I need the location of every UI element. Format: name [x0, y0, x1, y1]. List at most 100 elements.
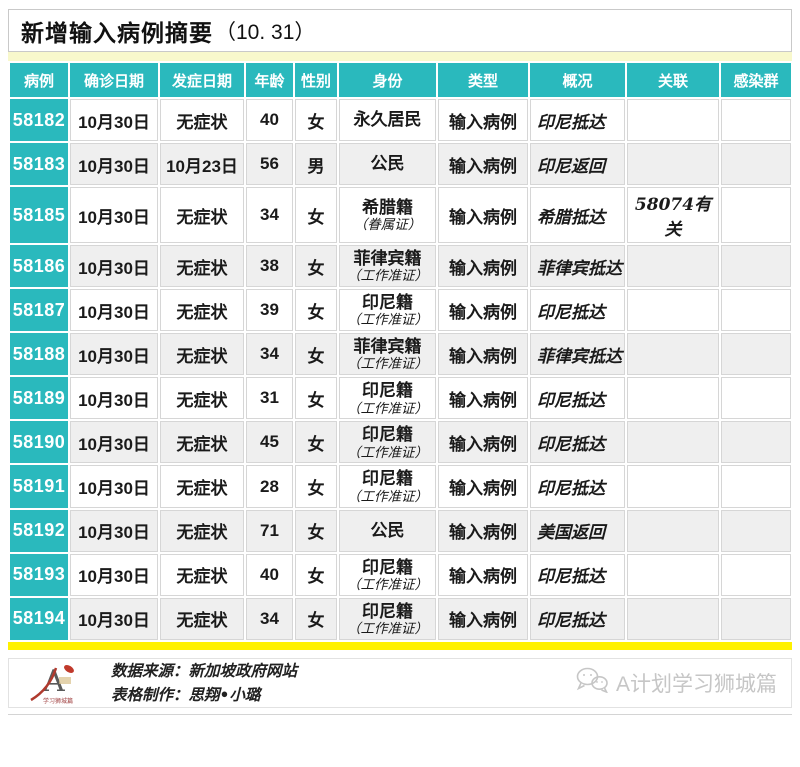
cell-age: 40 [246, 99, 293, 141]
cell-gender: 女 [295, 289, 337, 332]
cell-age: 34 [246, 187, 293, 243]
cell-case: 58186 [10, 245, 68, 288]
cell-case: 58191 [10, 465, 68, 508]
table-row: 58191 10月30日 无症状 28 女印尼籍 （工作准证） 输入病例 印尼抵达 [10, 465, 791, 508]
cell-age: 38 [246, 245, 293, 288]
logo-petal-icon [64, 664, 74, 673]
cell-cluster [721, 99, 791, 141]
cell-case: 58190 [10, 421, 68, 464]
cell-case: 58182 [10, 99, 68, 141]
cell-onset: 无症状 [160, 99, 244, 141]
cell-age: 28 [246, 465, 293, 508]
cell-summary: 菲律宾抵达 [530, 245, 625, 288]
cell-age: 56 [246, 143, 293, 185]
cell-age: 39 [246, 289, 293, 332]
cell-cluster [721, 333, 791, 376]
cell-type: 输入病例 [438, 553, 528, 596]
identity-main: 公民 [370, 154, 405, 174]
cell-case: 58192 [10, 509, 68, 552]
identity-main: 永久居民 [353, 110, 422, 130]
table-row: 58187 10月30日 无症状 39 女印尼籍 （工作准证） 输入病例 印尼抵达 [10, 289, 791, 332]
cell-confirmed: 10月30日 [70, 143, 158, 185]
column-header-age: 年龄 [246, 63, 293, 97]
bottom-divider-strip [8, 641, 792, 650]
cell-onset: 10月23日 [160, 143, 244, 185]
cell-cluster [721, 143, 791, 185]
cell-type: 输入病例 [438, 465, 528, 508]
cell-summary: 印尼返回 [530, 143, 625, 185]
cell-confirmed: 10月30日 [70, 377, 158, 420]
table-row: 58186 10月30日 无症状 38 女菲律宾籍 （工作准证） 输入病例 菲律宾抵达 [10, 245, 791, 288]
cell-related [627, 99, 719, 141]
table-row: 58188 10月30日 无症状 34 女菲律宾籍 （工作准证） 输入病例 菲律宾抵达 [10, 333, 791, 376]
cell-summary: 印尼抵达 [530, 99, 625, 141]
logo-letter: A [42, 664, 65, 699]
cell-related [627, 377, 719, 420]
cell-summary: 印尼抵达 [530, 465, 625, 508]
cell-identity: 希腊籍 （眷属证） [339, 187, 436, 243]
cell-type: 输入病例 [438, 421, 528, 464]
wechat-icon [575, 666, 609, 699]
cell-age: 45 [246, 421, 293, 464]
cell-cluster [721, 187, 791, 243]
cell-onset: 无症状 [160, 289, 244, 332]
cell-identity: 印尼籍 （工作准证） [339, 553, 436, 596]
cell-cluster [721, 289, 791, 332]
cell-related [627, 553, 719, 596]
identity-main: 菲律宾籍 [353, 337, 422, 357]
column-header-type: 类型 [438, 63, 528, 97]
identity-note: （工作准证） [347, 620, 428, 637]
column-header-cluster: 感染群 [721, 63, 791, 97]
top-divider-strip [8, 52, 792, 61]
column-header-case: 病例 [10, 63, 68, 97]
table-row: 58185 10月30日 无症状 34 女希腊籍 （眷属证） 输入病例 希腊抵达 58074有关 [10, 187, 791, 243]
cell-confirmed: 10月30日 [70, 289, 158, 332]
cell-identity: 公民 [339, 509, 436, 552]
cell-identity: 印尼籍 （工作准证） [339, 289, 436, 332]
table-maker-text: 表格制作：思翔•小璐 [111, 684, 261, 704]
cell-cluster [721, 421, 791, 464]
cell-type: 输入病例 [438, 187, 528, 243]
cell-confirmed: 10月30日 [70, 99, 158, 141]
data-source-text: 数据来源：新加坡政府网站 [111, 660, 298, 680]
identity-main: 公民 [370, 520, 405, 540]
column-header-onset-date: 发症日期 [160, 63, 244, 97]
cell-gender: 女 [295, 421, 337, 464]
cell-identity: 印尼籍 （工作准证） [339, 421, 436, 464]
identity-note: （工作准证） [347, 312, 428, 329]
identity-main: 印尼籍 [362, 425, 413, 445]
column-header-summary: 概况 [530, 63, 625, 97]
cell-onset: 无症状 [160, 597, 244, 640]
table-row: 58190 10月30日 无症状 45 女印尼籍 （工作准证） 输入病例 印尼抵达 [10, 421, 791, 464]
cell-identity: 印尼籍 （工作准证） [339, 465, 436, 508]
cell-confirmed: 10月30日 [70, 465, 158, 508]
cell-confirmed: 10月30日 [70, 553, 158, 596]
page-title: 新增输入病例摘要 [21, 19, 213, 46]
cell-related [627, 465, 719, 508]
page-title-date: （10. 31） [215, 20, 316, 44]
cell-gender: 女 [295, 245, 337, 288]
cell-confirmed: 10月30日 [70, 509, 158, 552]
cell-gender: 女 [295, 553, 337, 596]
cell-cluster [721, 509, 791, 552]
identity-note: （工作准证） [347, 444, 428, 461]
cell-identity: 菲律宾籍 （工作准证） [339, 333, 436, 376]
cell-gender: 女 [295, 377, 337, 420]
identity-note: （工作准证） [347, 268, 428, 285]
credits-block: 数据来源：新加坡政府网站 表格制作：思翔•小璐 [111, 659, 297, 707]
cell-onset: 无症状 [160, 509, 244, 552]
table-row: 58193 10月30日 无症状 40 女印尼籍 （工作准证） 输入病例 印尼抵达 [10, 553, 791, 596]
logo-swoosh [30, 667, 58, 701]
cell-onset: 无症状 [160, 421, 244, 464]
cell-confirmed: 10月30日 [70, 597, 158, 640]
cell-type: 输入病例 [438, 597, 528, 640]
cell-type: 输入病例 [438, 509, 528, 552]
cell-related [627, 333, 719, 376]
cell-type: 输入病例 [438, 377, 528, 420]
cell-case: 58188 [10, 333, 68, 376]
identity-main: 印尼籍 [362, 601, 413, 621]
cell-gender: 女 [295, 187, 337, 243]
logo-caption: 学习狮城篇 [43, 697, 73, 705]
identity-main: 印尼籍 [362, 557, 413, 577]
cell-related [627, 245, 719, 288]
